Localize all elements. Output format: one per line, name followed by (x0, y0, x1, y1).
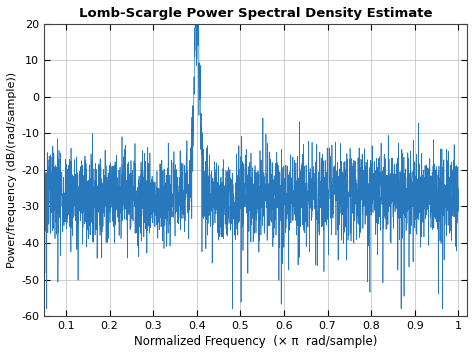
Y-axis label: Power/frequency (dB/(rad/sample)): Power/frequency (dB/(rad/sample)) (7, 72, 17, 268)
X-axis label: Normalized Frequency  (× π  rad/sample): Normalized Frequency (× π rad/sample) (134, 335, 377, 348)
Title: Lomb-Scargle Power Spectral Density Estimate: Lomb-Scargle Power Spectral Density Esti… (79, 7, 432, 20)
